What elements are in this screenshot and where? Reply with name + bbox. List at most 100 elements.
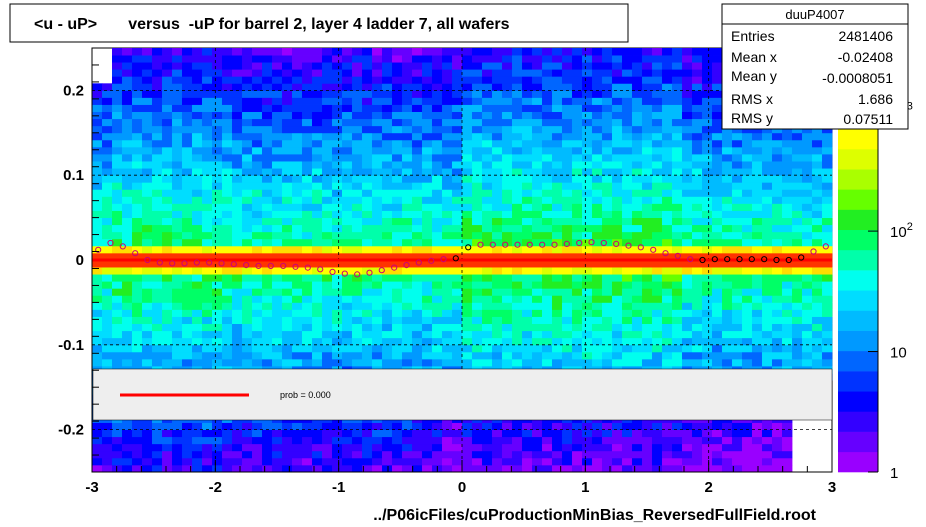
heatmap-cell — [622, 55, 633, 63]
heatmap-cell — [772, 344, 783, 353]
heatmap-cell — [232, 203, 243, 211]
heatmap-cell — [102, 351, 113, 360]
heatmap-cell — [312, 245, 323, 254]
heatmap-cell — [302, 48, 313, 56]
heatmap-cell — [362, 245, 373, 254]
heatmap-cell — [152, 323, 163, 332]
heatmap-cell — [172, 260, 183, 268]
heatmap-cell — [582, 132, 593, 141]
heatmap-cell — [122, 168, 133, 176]
heatmap-cell — [152, 358, 163, 367]
heatmap-cell — [362, 118, 373, 127]
heatmap-cell — [812, 316, 823, 324]
heatmap-cell — [572, 217, 583, 226]
heatmap-cell — [212, 125, 223, 134]
heatmap-cell — [702, 125, 713, 134]
heatmap-cell — [212, 337, 223, 346]
heatmap-cell — [282, 196, 293, 204]
heatmap-cell — [292, 168, 303, 176]
heatmap-cell — [372, 231, 383, 240]
heatmap-cell — [782, 224, 793, 233]
heatmap-cell — [682, 104, 693, 112]
heatmap-cell — [692, 295, 703, 303]
heatmap-cell — [802, 302, 813, 310]
heatmap-cell — [372, 252, 383, 261]
heatmap-cell — [162, 55, 173, 63]
heatmap-cell — [382, 238, 393, 247]
heatmap-cell — [212, 76, 223, 84]
heatmap-cell — [152, 203, 163, 211]
heatmap-cell — [482, 457, 493, 466]
heatmap-cell — [272, 189, 283, 197]
heatmap-cell — [362, 139, 373, 148]
heatmap-cell — [542, 217, 553, 226]
color-scale-swatch — [838, 411, 878, 432]
heatmap-cell — [132, 111, 143, 120]
heatmap-cell — [342, 450, 353, 459]
heatmap-cell — [752, 443, 763, 452]
heatmap-cell — [582, 295, 593, 303]
heatmap-cell — [392, 132, 403, 141]
profile-point — [465, 244, 472, 251]
heatmap-cell — [472, 125, 483, 134]
heatmap-cell — [452, 104, 463, 112]
heatmap-cell — [412, 267, 423, 275]
heatmap-cell — [382, 288, 393, 296]
heatmap-cell — [622, 76, 633, 84]
heatmap-cell — [212, 224, 223, 233]
heatmap-cell — [342, 62, 353, 70]
heatmap-cell — [212, 436, 223, 445]
heatmap-cell — [342, 132, 353, 141]
heatmap-cell — [792, 344, 803, 353]
heatmap-cell — [482, 168, 493, 176]
heatmap-cell — [662, 309, 673, 317]
heatmap-cell — [192, 260, 203, 268]
heatmap-cell — [142, 168, 153, 176]
heatmap-cell — [352, 97, 363, 105]
heatmap-cell — [472, 344, 483, 353]
heatmap-cell — [512, 182, 523, 190]
heatmap-cell — [752, 358, 763, 367]
heatmap-cell — [412, 62, 423, 70]
heatmap-cell — [592, 288, 603, 296]
heatmap-cell — [702, 182, 713, 190]
heatmap-cell — [182, 104, 193, 112]
heatmap-cell — [252, 125, 263, 134]
heatmap-cell — [172, 90, 183, 98]
heatmap-cell — [552, 132, 563, 141]
heatmap-cell — [582, 309, 593, 317]
heatmap-cell — [242, 274, 253, 282]
heatmap-cell — [182, 464, 193, 473]
heatmap-cell — [172, 464, 183, 473]
heatmap-cell — [212, 48, 223, 56]
heatmap-cell — [202, 288, 213, 296]
heatmap-cell — [392, 443, 403, 452]
heatmap-cell — [572, 260, 583, 268]
heatmap-cell — [582, 443, 593, 452]
heatmap-cell — [402, 76, 413, 84]
heatmap-cell — [222, 309, 233, 317]
heatmap-cell — [142, 252, 153, 261]
heatmap-cell — [622, 62, 633, 70]
heatmap-cell — [422, 443, 433, 452]
heatmap-cell — [662, 422, 673, 430]
heatmap-cell — [412, 260, 423, 268]
heatmap-cell — [782, 203, 793, 211]
heatmap-cell — [702, 288, 713, 296]
profile-point — [687, 256, 694, 263]
heatmap-cell — [322, 69, 333, 77]
heatmap-cell — [732, 316, 743, 324]
heatmap-cell — [522, 111, 533, 120]
heatmap-cell — [592, 323, 603, 332]
heatmap-cell — [282, 76, 293, 84]
heatmap-cell — [432, 203, 443, 211]
heatmap-cell — [822, 302, 833, 310]
heatmap-cell — [162, 464, 173, 473]
heatmap-cell — [462, 182, 473, 190]
heatmap-cell — [362, 260, 373, 268]
heatmap-cell — [272, 48, 283, 56]
heatmap-cell — [812, 146, 823, 155]
heatmap-cell — [762, 231, 773, 240]
heatmap-cell — [672, 175, 683, 183]
